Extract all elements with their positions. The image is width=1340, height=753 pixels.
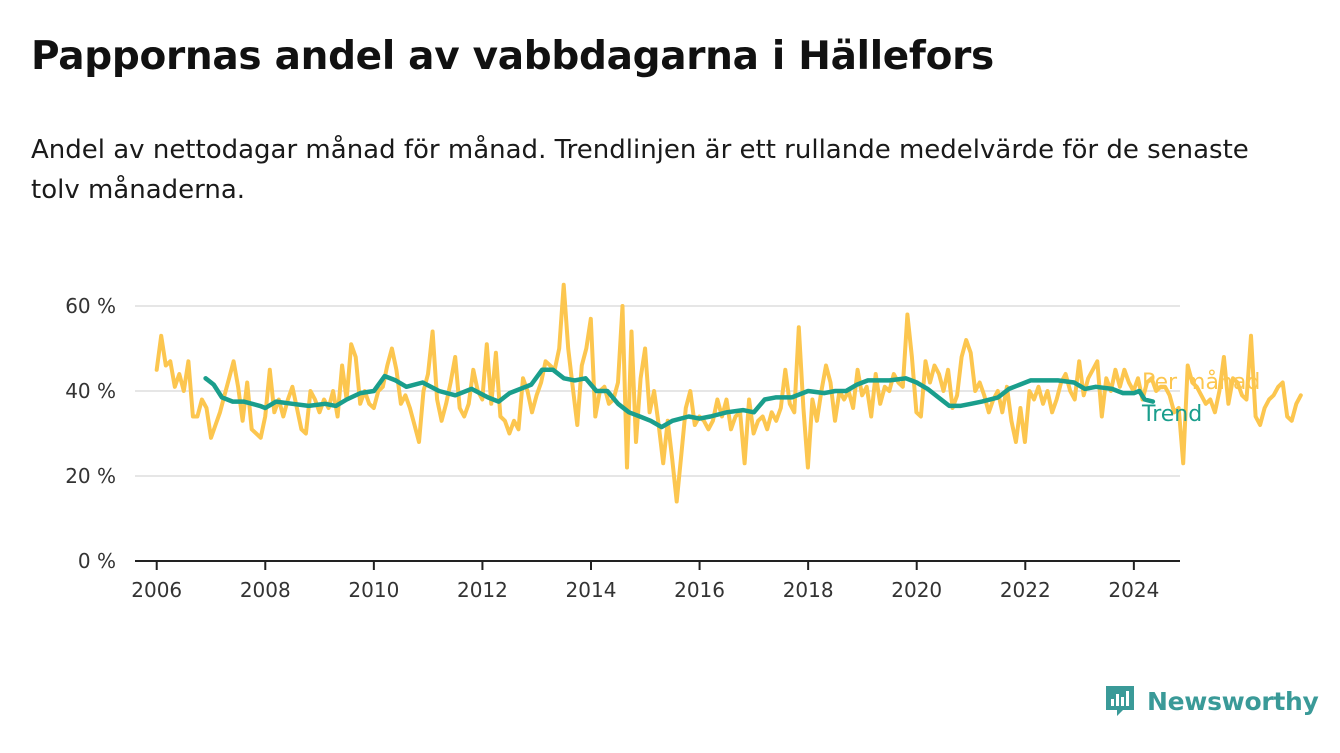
x-tick-label: 2020 bbox=[891, 578, 942, 602]
x-tick-label: 2010 bbox=[348, 578, 399, 602]
series-line-trend bbox=[203, 367, 1156, 430]
x-tick-label: 2022 bbox=[1000, 578, 1051, 602]
chart-subtitle: Andel av nettodagar månad för månad. Tre… bbox=[31, 135, 1249, 205]
legend: Per månad Trend bbox=[1141, 369, 1260, 427]
x-tick-label: 2012 bbox=[457, 578, 508, 602]
x-tick-label: 2008 bbox=[240, 578, 291, 602]
x-tick-label: 2006 bbox=[131, 578, 182, 602]
x-tick-label: 2018 bbox=[783, 578, 834, 602]
axes: 0 % 20 % 40 % 60 % 2006 2008 2010 2012 2014 2016 2… bbox=[65, 294, 1180, 602]
x-tick-label: 2024 bbox=[1108, 578, 1159, 602]
y-tick-label: 20 % bbox=[65, 464, 116, 488]
legend-label-trend: Trend bbox=[1141, 402, 1202, 427]
legend-label-per-manad: Per månad bbox=[1142, 369, 1260, 395]
brand-name: Newsworthy bbox=[1147, 686, 1319, 716]
y-tick-label: 0 % bbox=[78, 549, 116, 573]
x-tick-label: 2014 bbox=[566, 578, 617, 602]
series-lines bbox=[154, 282, 1303, 504]
chart-title: Pappornas andel av vabbdagarna i Hällefo… bbox=[31, 34, 994, 79]
brand-logo: Newsworthy bbox=[1103, 683, 1319, 719]
y-tick-label: 40 % bbox=[65, 379, 116, 403]
x-tick-label: 2016 bbox=[674, 578, 725, 602]
newsworthy-logo-icon bbox=[1106, 686, 1134, 716]
y-tick-label: 60 % bbox=[65, 294, 116, 318]
